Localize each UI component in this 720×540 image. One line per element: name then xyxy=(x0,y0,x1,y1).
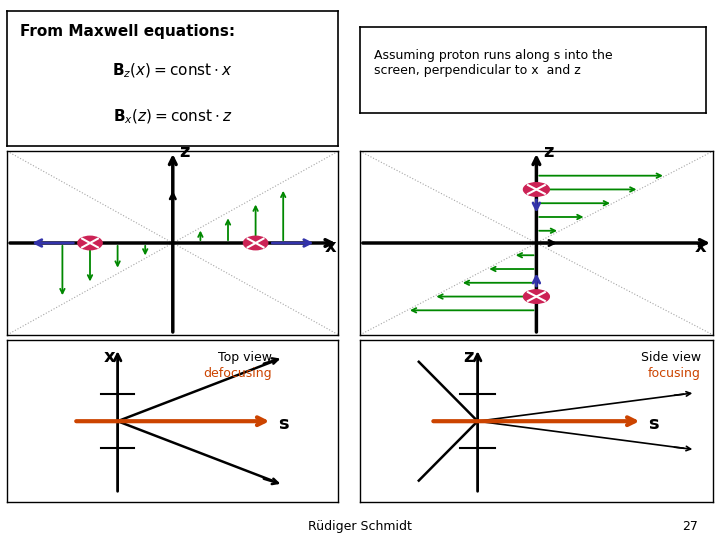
Text: x: x xyxy=(696,238,707,256)
Circle shape xyxy=(523,290,549,303)
Text: Assuming proton runs along s into the
screen, perpendicular to x  and z: Assuming proton runs along s into the sc… xyxy=(374,49,613,77)
Text: From Maxwell equations:: From Maxwell equations: xyxy=(20,24,235,39)
Circle shape xyxy=(78,237,102,249)
Text: defocusing: defocusing xyxy=(204,367,272,380)
Text: s: s xyxy=(648,415,659,433)
Text: z: z xyxy=(544,143,554,161)
Text: x: x xyxy=(325,238,336,256)
Text: x: x xyxy=(104,348,115,366)
Text: focusing: focusing xyxy=(648,367,701,380)
Text: Top view: Top view xyxy=(218,351,272,364)
Text: Rüdiger Schmidt: Rüdiger Schmidt xyxy=(308,520,412,533)
Circle shape xyxy=(523,183,549,196)
Text: z: z xyxy=(463,348,474,366)
Text: Looking along proton
trajectory: Looking along proton trajectory xyxy=(396,229,521,257)
Text: $\mathbf{B}_z(x) = \mathrm{const} \cdot x$: $\mathbf{B}_z(x) = \mathrm{const} \cdot … xyxy=(112,62,233,80)
Text: s: s xyxy=(278,415,288,433)
Text: Side view: Side view xyxy=(641,351,701,364)
Text: z: z xyxy=(179,143,190,161)
Text: $\mathbf{B}_x(z) = \mathrm{const} \cdot z$: $\mathbf{B}_x(z) = \mathrm{const} \cdot … xyxy=(113,108,233,126)
Text: 27: 27 xyxy=(683,520,698,533)
Circle shape xyxy=(243,237,268,249)
